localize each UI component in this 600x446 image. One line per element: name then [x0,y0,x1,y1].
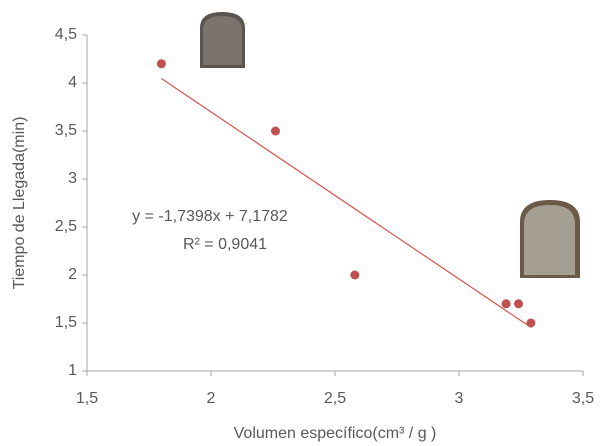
y-tick-label: 2,5 [55,218,77,235]
point [156,59,166,69]
point [270,126,280,136]
trend-equation: y = -1,7398x + 7,1782 [132,208,288,225]
x-tick-label: 3,5 [572,390,594,407]
x-axis-label: Volumen específico(cm³ / g ) [234,425,437,442]
y-tick-label: 1 [68,362,77,379]
x-tick-label: 2,5 [324,390,346,407]
y-tick-label: 3 [68,170,77,187]
y-tick-label: 1,5 [55,314,77,331]
x-tick-label: 2 [207,390,216,407]
y-tick-label: 3,5 [55,122,77,139]
x-tick-label: 3 [455,390,464,407]
x-tick-label: 1,5 [76,390,98,407]
bread-small [200,12,245,68]
y-tick-label: 4,5 [55,26,77,43]
trendline [161,78,532,328]
trend-r2: R² = 0,9041 [183,236,267,253]
point [526,318,536,328]
y-tick-label: 4 [68,74,77,91]
y-tick-label: 2 [68,266,77,283]
point [501,299,511,309]
bread-large [520,200,580,278]
point [514,299,524,309]
point [350,270,360,280]
y-axis-label: Tiempo de Llegada(min) [11,117,28,290]
